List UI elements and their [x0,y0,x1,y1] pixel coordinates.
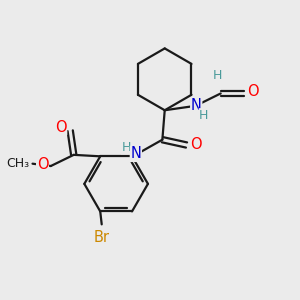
Text: H: H [122,141,131,154]
Text: H: H [212,69,222,82]
Text: N: N [130,146,141,161]
Text: CH₃: CH₃ [6,157,29,170]
Text: H: H [199,109,208,122]
Text: Br: Br [94,230,110,245]
Text: O: O [55,120,67,135]
Text: N: N [191,98,202,113]
Text: O: O [247,85,259,100]
Text: O: O [190,137,202,152]
Text: O: O [37,157,48,172]
